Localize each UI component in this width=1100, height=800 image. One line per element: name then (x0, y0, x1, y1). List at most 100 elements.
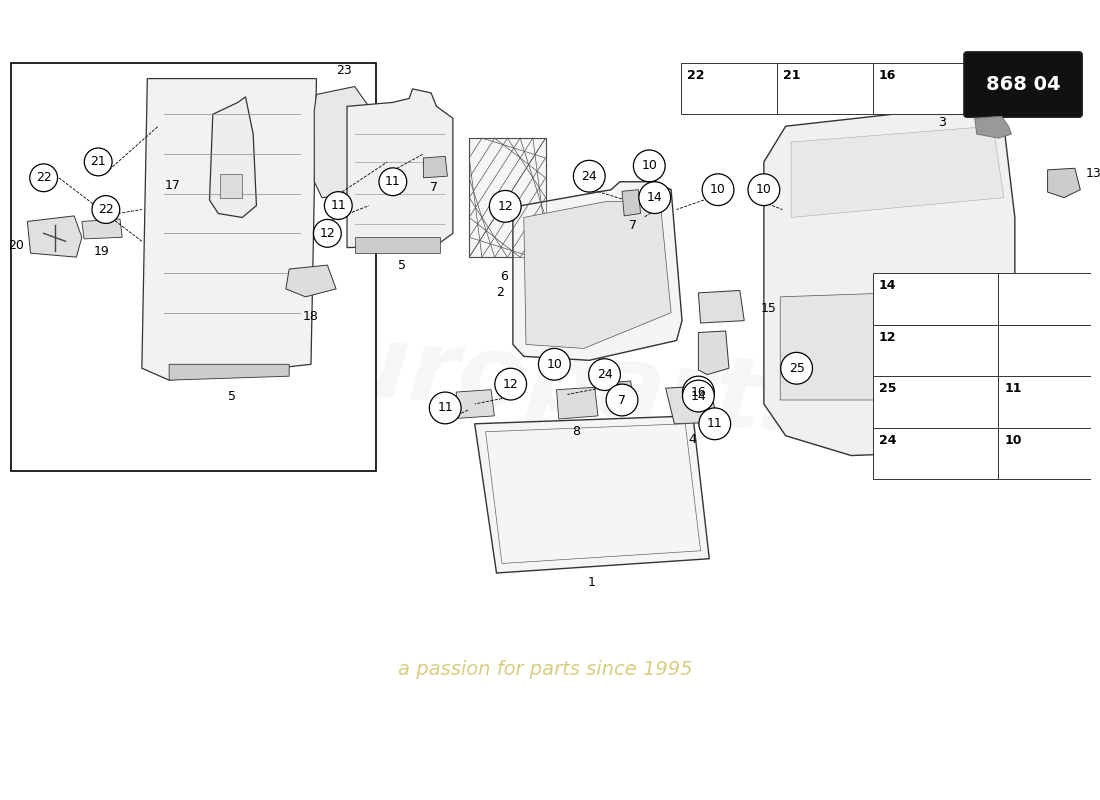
Text: 1: 1 (587, 576, 595, 589)
Text: 11: 11 (438, 402, 453, 414)
Text: 14: 14 (879, 279, 896, 292)
Text: 16: 16 (879, 69, 896, 82)
Text: 7: 7 (629, 219, 637, 232)
Polygon shape (621, 190, 640, 216)
Text: 24: 24 (879, 434, 896, 446)
Text: 8: 8 (572, 426, 580, 438)
Text: 4: 4 (688, 433, 696, 446)
Polygon shape (28, 216, 81, 257)
Text: 10: 10 (711, 183, 726, 196)
Bar (873, 376, 999, 428)
Text: 24: 24 (596, 368, 613, 381)
Bar (873, 428, 999, 479)
Text: 18: 18 (304, 310, 319, 323)
Polygon shape (698, 290, 745, 323)
Circle shape (682, 376, 714, 408)
Bar (11, 62, 376, 471)
Text: 17: 17 (164, 179, 180, 192)
Polygon shape (424, 156, 448, 178)
Text: 13: 13 (1086, 167, 1100, 180)
Polygon shape (169, 364, 289, 380)
Bar (873, 62, 969, 114)
Text: 15: 15 (760, 302, 777, 315)
Bar (354, 238, 440, 253)
Bar (681, 62, 777, 114)
Bar (220, 174, 242, 198)
Bar (873, 325, 999, 376)
Text: 20: 20 (8, 238, 24, 252)
Circle shape (588, 358, 620, 390)
Circle shape (85, 148, 112, 176)
Circle shape (490, 190, 521, 222)
Bar (470, 138, 546, 257)
Text: 23: 23 (336, 64, 352, 77)
Circle shape (781, 352, 813, 384)
Text: 11: 11 (1004, 382, 1022, 395)
Text: 24: 24 (582, 170, 597, 182)
Text: 11: 11 (330, 199, 346, 212)
Text: 14: 14 (691, 390, 706, 402)
Polygon shape (209, 97, 256, 218)
Circle shape (429, 392, 461, 424)
Text: 10: 10 (1004, 434, 1022, 446)
Text: 22: 22 (686, 69, 704, 82)
Polygon shape (81, 219, 122, 239)
Text: 10: 10 (641, 159, 657, 172)
Polygon shape (791, 126, 1004, 218)
Polygon shape (763, 105, 1015, 455)
Polygon shape (456, 390, 494, 418)
Text: 12: 12 (497, 200, 513, 213)
Polygon shape (315, 86, 371, 198)
Text: 12: 12 (879, 330, 896, 343)
Text: 22: 22 (98, 203, 113, 216)
Bar (999, 376, 1100, 428)
Text: 19: 19 (94, 245, 109, 258)
Polygon shape (557, 387, 598, 419)
Text: 5: 5 (229, 390, 236, 402)
Circle shape (698, 408, 730, 440)
Bar (999, 325, 1100, 376)
Text: 868 04: 868 04 (986, 75, 1060, 94)
Text: a passion for parts since 1995: a passion for parts since 1995 (398, 660, 693, 679)
Text: 7: 7 (430, 181, 438, 194)
Text: 10: 10 (756, 183, 772, 196)
Polygon shape (142, 78, 317, 380)
Circle shape (702, 174, 734, 206)
Text: 14: 14 (647, 191, 662, 204)
Circle shape (379, 168, 407, 196)
Circle shape (324, 192, 352, 219)
Text: europarts: europarts (266, 312, 825, 457)
Text: 2: 2 (496, 286, 504, 299)
Text: 16: 16 (691, 386, 706, 398)
Circle shape (606, 384, 638, 416)
Text: 25: 25 (789, 362, 804, 374)
Circle shape (30, 164, 57, 192)
Text: 6: 6 (500, 270, 508, 283)
Bar (999, 428, 1100, 479)
Text: 12: 12 (503, 378, 518, 390)
Circle shape (314, 219, 341, 247)
Circle shape (634, 150, 665, 182)
Text: 11: 11 (385, 175, 400, 188)
Polygon shape (524, 202, 671, 349)
Circle shape (92, 196, 120, 223)
Circle shape (639, 182, 671, 214)
Polygon shape (612, 381, 632, 402)
Polygon shape (666, 386, 718, 424)
Text: 25: 25 (879, 382, 896, 395)
Circle shape (748, 174, 780, 206)
Bar (873, 273, 999, 325)
Text: 21: 21 (783, 69, 801, 82)
Text: 3: 3 (938, 116, 946, 129)
Polygon shape (780, 293, 911, 400)
Polygon shape (475, 416, 710, 573)
Text: 7: 7 (618, 394, 626, 406)
Circle shape (573, 160, 605, 192)
Text: 22: 22 (36, 171, 52, 184)
Text: 21: 21 (90, 155, 106, 169)
Circle shape (682, 380, 714, 412)
Text: 10: 10 (547, 358, 562, 370)
FancyBboxPatch shape (964, 52, 1082, 118)
Bar (999, 273, 1100, 325)
Polygon shape (286, 265, 337, 297)
